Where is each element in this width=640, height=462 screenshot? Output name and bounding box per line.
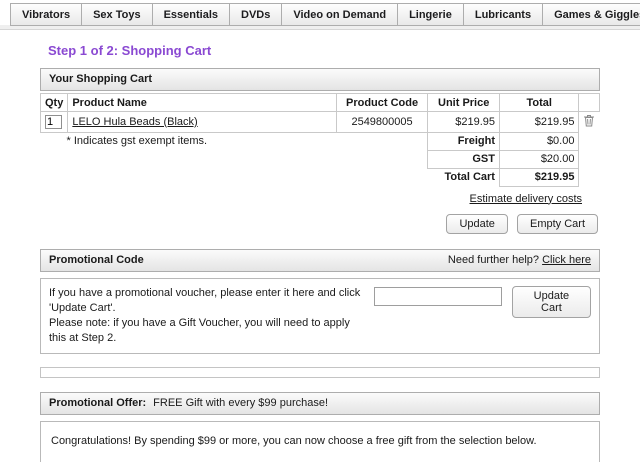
tab-games-giggles[interactable]: Games & Giggles — [543, 3, 640, 26]
promo-offer-header: Promotional Offer: FREE Gift with every … — [40, 391, 600, 415]
summary-row-total: Total Cart $219.95 — [41, 167, 600, 187]
tab-lingerie[interactable]: Lingerie — [398, 3, 464, 26]
trash-icon — [584, 115, 595, 127]
tab-essentials[interactable]: Essentials — [152, 3, 231, 26]
voucher-code-input[interactable] — [373, 286, 502, 306]
freight-label: Freight — [427, 131, 500, 151]
help-click-here-link[interactable]: Click here — [542, 253, 591, 266]
summary-row-freight: * Indicates gst exempt items. Freight $0… — [41, 131, 600, 151]
summary-row-gst: GST $20.00 — [41, 149, 600, 169]
help-label: Need further help? — [447, 253, 540, 266]
promo-offer-box: Congratulations! By spending $99 or more… — [40, 420, 600, 462]
empty-cart-button[interactable]: Empty Cart — [516, 213, 598, 234]
empty-banner-box — [40, 366, 600, 378]
estimate-delivery-link[interactable]: Estimate delivery costs — [469, 192, 582, 205]
item-total-cell: $219.95 — [498, 111, 580, 133]
gst-label: GST — [427, 149, 500, 169]
update-button[interactable]: Update — [446, 213, 508, 234]
gst-value: $20.00 — [498, 149, 580, 169]
col-delete — [578, 93, 600, 112]
col-unit-price: Unit Price — [427, 93, 500, 112]
offer-paragraph-1: Congratulations! By spending $99 or more… — [51, 434, 537, 447]
promo-code-box: If you have a promotional voucher, pleas… — [40, 277, 600, 354]
cart-title: Your Shopping Cart — [49, 73, 153, 85]
total-cart-value: $219.95 — [498, 167, 580, 187]
col-total: Total — [498, 93, 580, 112]
quantity-input[interactable] — [45, 114, 62, 129]
product-code-cell: 2549800005 — [335, 111, 429, 133]
tab-dvds[interactable]: DVDs — [230, 3, 283, 26]
freight-value: $0.00 — [498, 131, 580, 151]
cart-item-row: LELO Hula Beads (Black) 2549800005 $219.… — [39, 111, 600, 133]
promo-offer-title: Promotional Offer: — [49, 396, 147, 409]
tab-vibrators[interactable]: Vibrators — [10, 3, 83, 26]
nav-tab-bar: Vibrators Sex Toys Essentials DVDs Video… — [0, 0, 640, 30]
tab-sex-toys[interactable]: Sex Toys — [82, 3, 153, 26]
col-product-name: Product Name — [67, 93, 337, 112]
promo-line-1: If you have a promotional voucher, pleas… — [49, 286, 361, 314]
cart-table: Qty Product Name Product Code Unit Price… — [39, 93, 600, 187]
product-link[interactable]: LELO Hula Beads (Black) — [72, 115, 198, 128]
tab-lubricants[interactable]: Lubricants — [463, 3, 544, 26]
promo-code-title: Promotional Code — [49, 253, 144, 266]
delete-item-button[interactable] — [583, 114, 595, 127]
gst-note: * Indicates gst exempt items. — [66, 135, 208, 148]
page-title: Step 1 of 2: Shopping Cart — [48, 43, 212, 58]
promo-code-header: Promotional Code Need further help? Clic… — [40, 248, 600, 272]
promo-line-2: Please note: if you have a Gift Voucher,… — [49, 316, 350, 344]
nav-tabs: Vibrators Sex Toys Essentials DVDs Video… — [10, 3, 640, 26]
help-text: Need further help? Click here — [448, 250, 591, 271]
col-qty: Qty — [39, 93, 69, 112]
update-cart-button[interactable]: Update Cart — [511, 285, 591, 318]
cart-section-header: Your Shopping Cart — [40, 68, 600, 91]
unit-price-cell: $219.95 — [427, 111, 500, 133]
promo-code-instructions: If you have a promotional voucher, pleas… — [49, 286, 370, 346]
col-product-code: Product Code — [335, 93, 429, 112]
cart-header-row: Qty Product Name Product Code Unit Price… — [39, 93, 600, 112]
nav-bottom-strip — [0, 25, 640, 30]
promo-offer-subtitle: FREE Gift with every $99 purchase! — [153, 396, 329, 409]
total-cart-label: Total Cart — [444, 171, 495, 184]
main-content: Your Shopping Cart Qty Product Name Prod… — [39, 68, 600, 462]
tab-video-on-demand[interactable]: Video on Demand — [282, 3, 399, 26]
